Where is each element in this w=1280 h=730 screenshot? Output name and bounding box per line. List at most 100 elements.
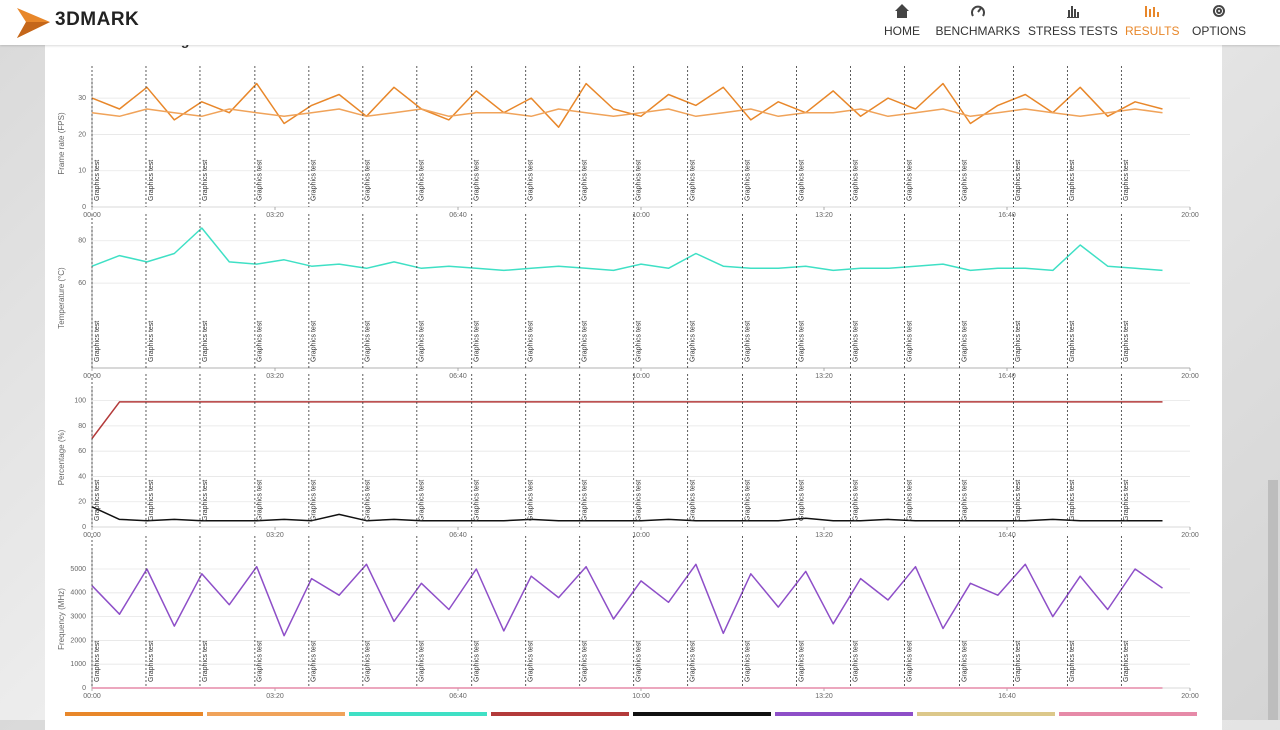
test-marker-label: Graphics test [636,641,643,682]
header: 3DMARK HOME BENCHMARKS STRESS TESTS RESULTS… [0,0,1280,45]
nav-icon [1212,5,1225,17]
y-tick-label: 20 [78,499,86,506]
test-marker-label: Graphics test [1123,321,1130,362]
x-tick-label: 00:00 [83,373,101,380]
test-marker-label: Graphics test [1069,160,1076,201]
x-tick-label: 16:40 [998,212,1016,219]
test-marker-label: Graphics test [798,480,805,521]
legend-swatch[interactable] [633,712,771,716]
x-tick-label: 20:00 [1181,532,1199,539]
test-marker-label: Graphics test [419,160,426,201]
y-axis-label: Frequency (MHz) [57,588,66,650]
series-line [91,401,1163,439]
y-tick-label: 20 [78,131,86,138]
test-marker-label: Graphics test [636,480,643,521]
test-marker-label: Graphics test [365,641,372,682]
test-marker-label: Graphics test [1123,641,1130,682]
y-axis-label: Temperature (°C) [57,267,66,329]
nav-icon [971,5,985,17]
test-marker-label: Graphics test [257,480,264,521]
nav-item[interactable]: STRESS TESTS [1028,24,1118,38]
series-line [91,108,1163,118]
scrollbar[interactable] [1268,480,1278,720]
x-tick-label: 10:00 [632,373,650,380]
test-marker-label: Graphics test [582,480,589,521]
x-tick-label: 06:40 [449,212,467,219]
test-marker-label: Graphics test [311,641,318,682]
y-tick-label: 4000 [70,590,86,597]
test-marker-label: Graphics test [961,641,968,682]
x-tick-label: 10:00 [632,693,650,700]
test-marker-label: Graphics test [528,321,535,362]
y-tick-label: 60 [78,280,86,287]
x-tick-label: 10:00 [632,212,650,219]
y-tick-label: 80 [78,238,86,245]
test-marker-label: Graphics test [582,321,589,362]
test-marker-label: Graphics test [798,321,805,362]
test-marker-label: Graphics test [1123,160,1130,201]
test-marker-label: Graphics test [744,480,751,521]
legend-swatch[interactable] [207,712,345,716]
x-tick-label: 03:20 [266,693,284,700]
test-marker-label: Graphics test [528,480,535,521]
test-marker-label: Graphics test [528,160,535,201]
legend-swatch[interactable] [775,712,913,716]
legend-swatch[interactable] [491,712,629,716]
legend-swatch[interactable] [1059,712,1197,716]
test-marker-label: Graphics test [257,641,264,682]
nav-item[interactable]: RESULTS [1125,24,1180,38]
test-marker-label: Graphics test [94,160,101,201]
legend-swatch[interactable] [65,712,203,716]
nav-item[interactable]: BENCHMARKS [935,24,1021,38]
y-tick-label: 60 [78,448,86,455]
test-marker-label: Graphics test [474,480,481,521]
test-marker-label: Graphics test [906,641,913,682]
series-line [91,82,1163,128]
x-tick-label: 03:20 [266,532,284,539]
test-marker-label: Graphics test [744,641,751,682]
series-line [91,563,1163,637]
x-tick-label: 03:20 [266,212,284,219]
test-marker-label: Graphics test [852,641,859,682]
test-marker-label: Graphics test [148,480,155,521]
test-marker-label: Graphics test [365,321,372,362]
test-marker-label: Graphics test [1015,641,1022,682]
y-tick-label: 2000 [70,637,86,644]
test-marker-label: Graphics test [582,641,589,682]
legend-swatch[interactable] [917,712,1055,716]
test-marker-label: Graphics test [528,641,535,682]
x-tick-label: 16:40 [998,373,1016,380]
test-marker-label: Graphics test [1015,480,1022,521]
nav-item[interactable]: OPTIONS [1192,24,1247,38]
y-tick-label: 40 [78,473,86,480]
nav-icon [1145,6,1159,17]
x-tick-label: 06:40 [449,532,467,539]
test-marker-label: Graphics test [365,480,372,521]
x-tick-label: 00:00 [83,693,101,700]
test-marker-label: Graphics test [690,641,697,682]
test-marker-label: Graphics test [906,480,913,521]
test-marker-label: Graphics test [202,641,209,682]
legend-swatch[interactable] [349,712,487,716]
x-tick-label: 13:20 [815,532,833,539]
logo[interactable]: 3DMARK [55,9,140,30]
y-axis-label: Frame rate (FPS) [57,112,66,175]
test-marker-label: Graphics test [798,641,805,682]
nav-item[interactable]: HOME [884,24,920,38]
test-marker-label: Graphics test [365,160,372,201]
test-marker-label: Graphics test [311,160,318,201]
test-marker-label: Graphics test [906,160,913,201]
test-marker-label: Graphics test [257,321,264,362]
test-marker-label: Graphics test [311,480,318,521]
y-tick-label: 10 [78,168,86,175]
test-marker-label: Graphics test [1123,480,1130,521]
test-marker-label: Graphics test [636,321,643,362]
test-marker-label: Graphics test [419,321,426,362]
x-tick-label: 20:00 [1181,373,1199,380]
test-marker-label: Graphics test [961,321,968,362]
x-tick-label: 10:00 [632,532,650,539]
y-tick-label: 0 [82,204,86,211]
x-tick-label: 13:20 [815,373,833,380]
test-marker-label: Graphics test [690,480,697,521]
